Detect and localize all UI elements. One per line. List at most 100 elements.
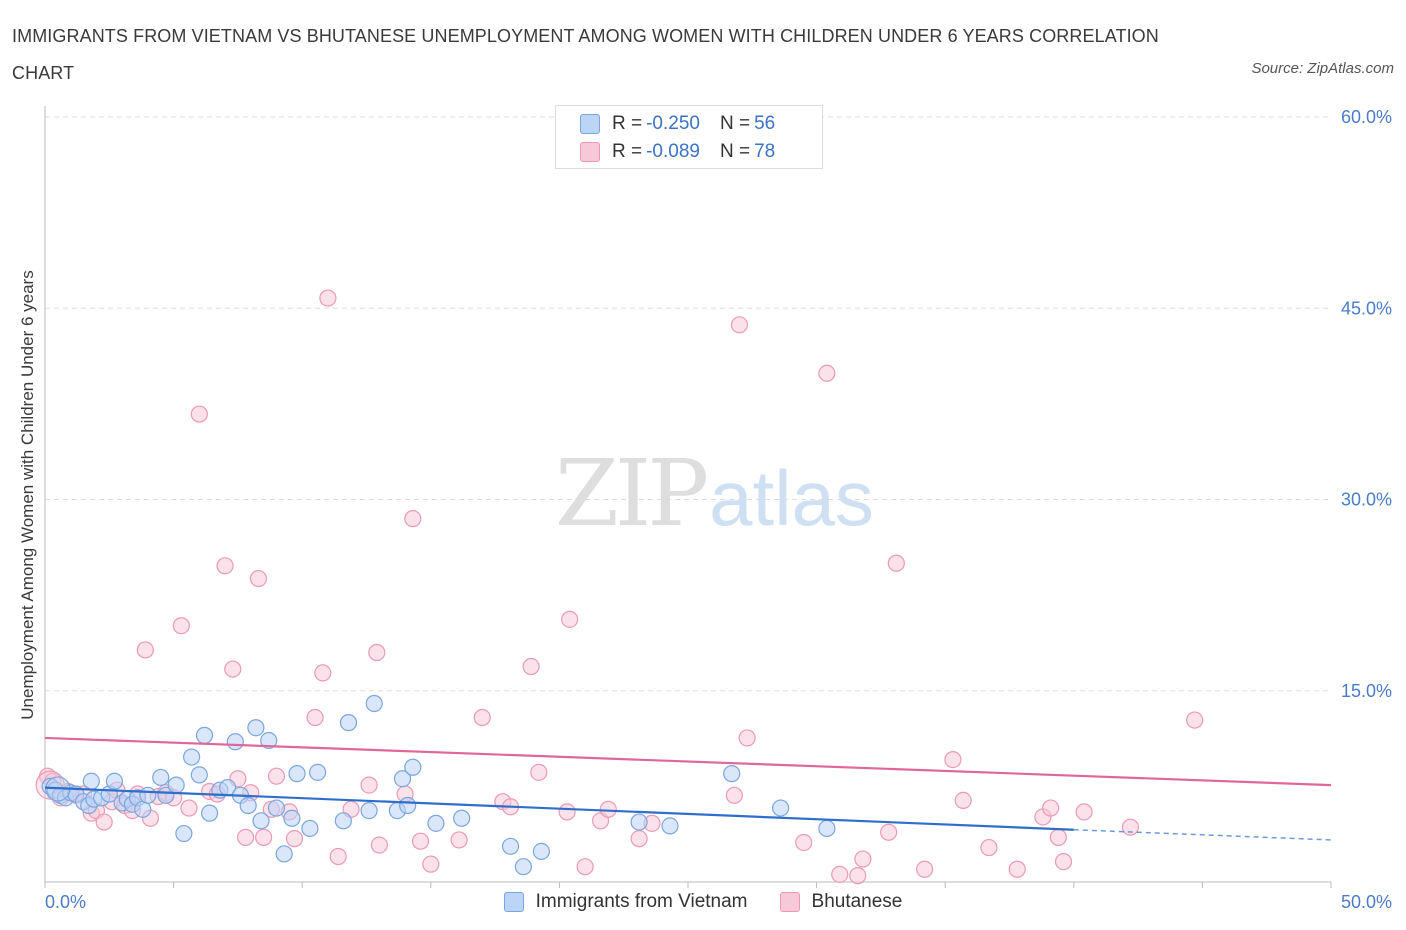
vietnam-point (183, 748, 201, 766)
y-tick-label: 15.0% (1341, 681, 1392, 701)
vietnam-point (427, 814, 445, 832)
bhutanese-point (190, 405, 208, 423)
vietnam-points (41, 694, 836, 876)
vietnam-point (393, 770, 412, 788)
watermark-atlas: atlas (709, 454, 874, 542)
bhutanese-point (1186, 711, 1204, 729)
bhutanese-point (1049, 828, 1067, 846)
legend-label-vietnam: Immigrants from Vietnam (535, 891, 748, 912)
legend-r-value: -0.089 (646, 141, 700, 162)
vietnam-point (260, 731, 278, 750)
bhutanese-point (370, 836, 388, 854)
vietnam-point (339, 714, 358, 732)
bhutanese-point (831, 865, 849, 883)
bhutanese-point (1042, 799, 1060, 817)
bhutanese-point (314, 664, 332, 682)
bhutanese-trend-line (44, 736, 1332, 787)
vietnam-point (399, 796, 417, 815)
vietnam-point (334, 812, 352, 830)
bhutanese-point (980, 838, 998, 857)
vietnam-point (105, 772, 124, 790)
vietnam-point (139, 786, 157, 804)
vietnam-point (514, 858, 532, 876)
bhutanese-point (473, 708, 491, 727)
bhutanese-point (180, 799, 198, 817)
source-credit: Source: ZipAtlas.com (1251, 60, 1394, 77)
bhutanese-point (576, 858, 594, 876)
bhutanese-point (411, 832, 430, 850)
bhutanese-point (944, 750, 962, 769)
vietnam-point (818, 819, 836, 838)
bhutanese-point (329, 847, 347, 866)
bhutanese-point (849, 867, 867, 885)
vietnam-point (247, 719, 265, 737)
y-tick-label: 60.0% (1341, 107, 1392, 127)
legend-item-bhutanese[interactable]: Bhutanese (779, 891, 903, 913)
bhutanese-point (360, 776, 378, 794)
bhutanese-point (887, 554, 905, 572)
bhutanese-point (1121, 818, 1139, 836)
legend-r-label: R = (612, 113, 643, 134)
correlation-legend: R = -0.250 N = 56 R = -0.089 N = 78 (555, 105, 823, 169)
vietnam-trend-line (44, 786, 1074, 831)
vietnam-point (501, 837, 520, 855)
bhutanese-point (319, 289, 337, 307)
bhutanese-point (422, 855, 440, 873)
bhutanese-point (530, 763, 548, 781)
trend-lines (44, 736, 1332, 841)
vietnam-point (157, 786, 175, 804)
vietnam-point (201, 804, 219, 822)
legend-n-value: 56 (754, 113, 776, 134)
bhutanese-point (558, 803, 576, 821)
vietnam-point (82, 772, 100, 790)
bhutanese-point (522, 657, 540, 676)
legend-n-label: N = (719, 113, 751, 134)
bhutanese-point (255, 828, 273, 846)
legend-item-vietnam[interactable]: Immigrants from Vietnam (503, 891, 748, 913)
bhutanese-point (306, 708, 324, 727)
vietnam-point (771, 799, 790, 817)
bhutanese-point (738, 729, 756, 747)
bhutanese-point (172, 617, 190, 635)
bhutanese-point (237, 828, 255, 846)
legend-label-bhutanese: Bhutanese (811, 891, 903, 912)
vietnam-point (239, 796, 257, 815)
legend-n-label: N = (719, 141, 751, 162)
vietnam-point (167, 776, 185, 794)
bhutanese-point (954, 791, 972, 810)
bhutanese-point (224, 660, 242, 678)
bhutanese-point (249, 569, 268, 588)
vietnam-point (365, 694, 383, 713)
vietnam-point (226, 733, 244, 751)
legend-swatch-bhutanese (779, 892, 800, 912)
vietnam-point (283, 809, 301, 827)
bhutanese-point (730, 316, 749, 334)
bhutanese-point (267, 767, 286, 785)
legend-r-label: R = (612, 141, 643, 162)
vietnam-point (404, 758, 422, 776)
grid-layer (45, 116, 1331, 692)
y-tick-label: 45.0% (1341, 298, 1392, 318)
bhutanese-point (1008, 860, 1026, 878)
legend-swatch-vietnam (580, 114, 600, 134)
vietnam-point (252, 812, 270, 830)
legend-row-bhutanese: R = -0.089 N = 78 (580, 138, 775, 166)
bhutanese-point (404, 510, 422, 528)
vietnam-point (195, 726, 214, 744)
bhutanese-point (450, 831, 468, 849)
bhutanese-point (136, 641, 154, 659)
bhutanese-point (1054, 852, 1073, 871)
vietnam-point (267, 799, 286, 817)
tick-labels: 15.0% 30.0% 45.0% 60.0% 0.0% 50.0% (45, 107, 1392, 912)
vietnam-point (288, 765, 306, 783)
bhutanese-point (216, 557, 234, 575)
axis-layer (44, 106, 1332, 888)
bhutanese-point (916, 860, 934, 878)
legend-swatch-vietnam (503, 892, 524, 912)
vietnam-point (152, 768, 170, 787)
vietnam-point (630, 813, 648, 831)
vietnam-trend-extension (1073, 828, 1332, 841)
vietnam-point (175, 824, 193, 843)
vietnam-point (309, 763, 327, 781)
bhutanese-point (285, 830, 304, 848)
